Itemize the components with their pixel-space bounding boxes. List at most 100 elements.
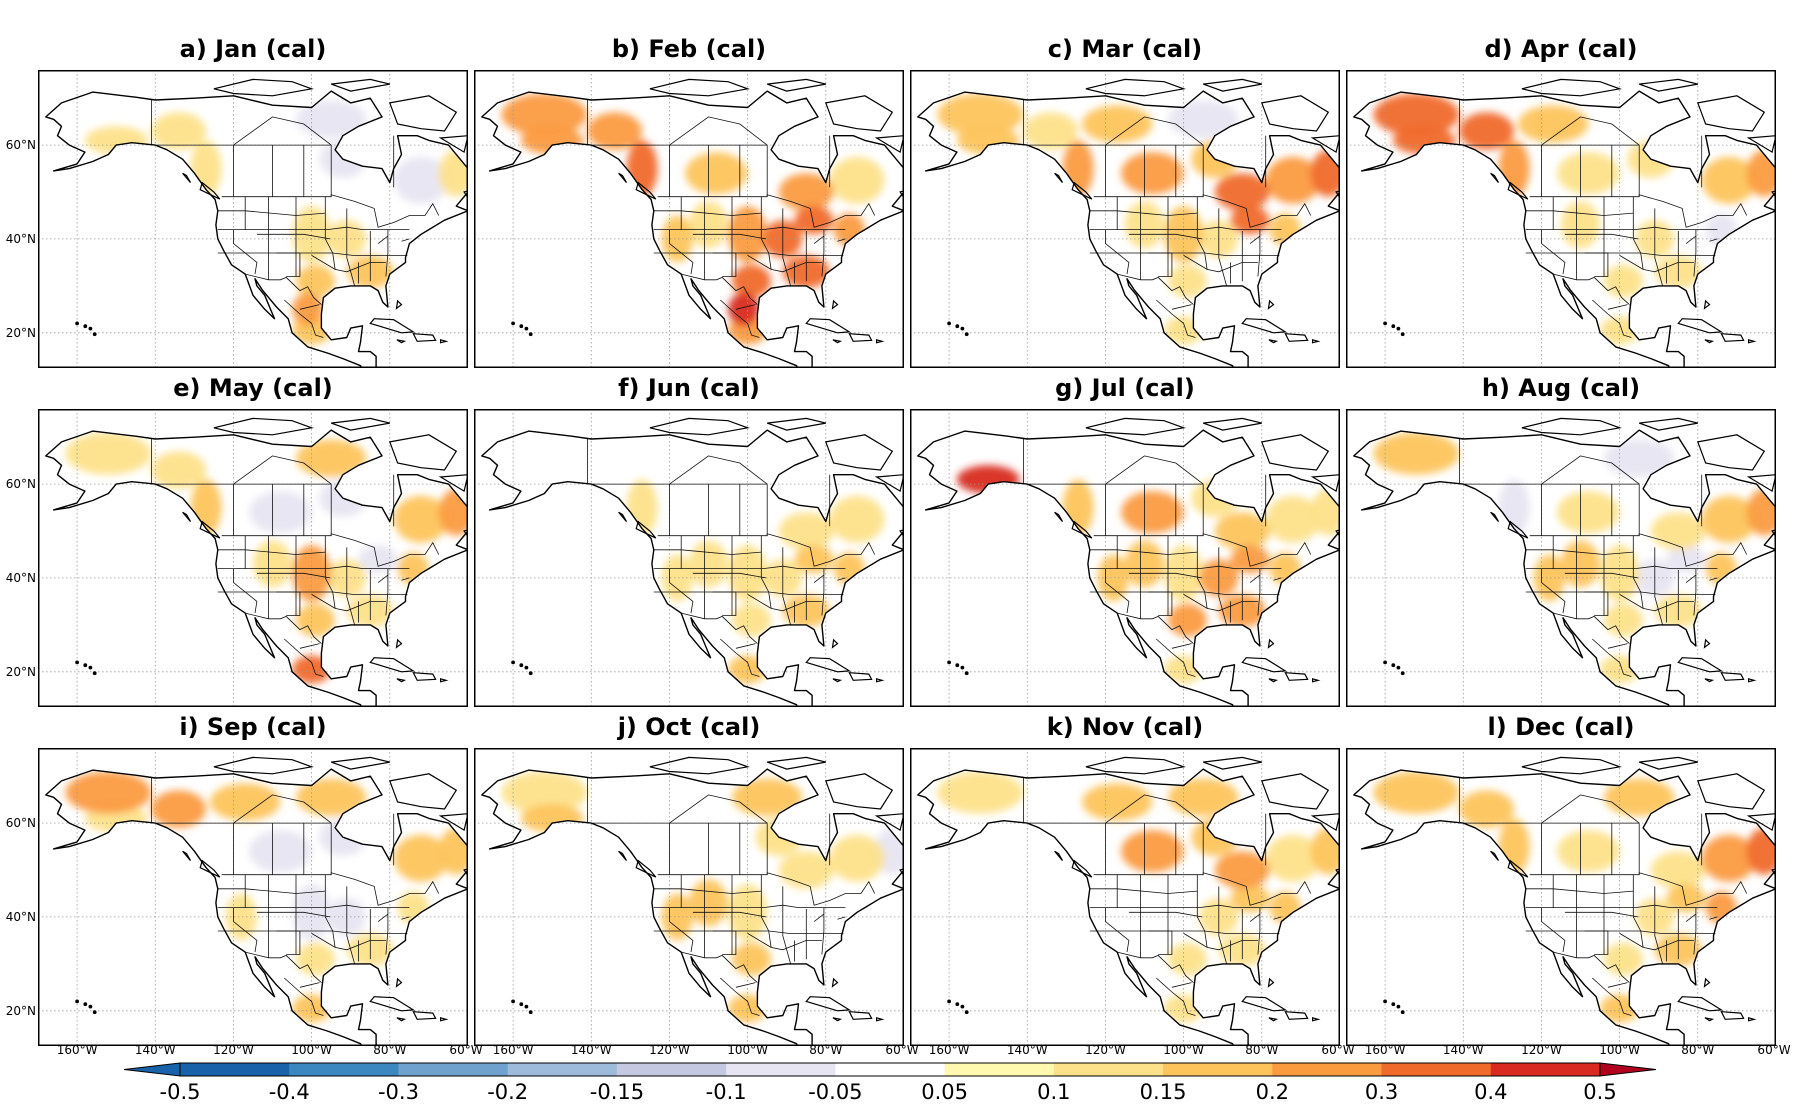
anomaly-region-ne-mexico — [728, 292, 760, 326]
coastline — [481, 429, 904, 707]
latitude-label: 40°N — [5, 909, 36, 924]
anomaly-region-quebec — [1265, 834, 1321, 882]
longitude-label: 160°W — [56, 1043, 98, 1057]
anomaly-region-great-lakes — [1230, 884, 1270, 913]
colorbar — [123, 1062, 1657, 1077]
coastline — [45, 90, 468, 368]
panel-title: e) May (cal) — [173, 374, 333, 402]
colorbar-tick-label: -0.1 — [705, 1080, 747, 1104]
map-border — [1346, 748, 1776, 1046]
anomaly-region-nunavut — [1604, 439, 1675, 478]
political-borders — [151, 778, 440, 1016]
panel-title: a) Jan (cal) — [179, 35, 327, 63]
political-borders — [1023, 100, 1312, 338]
longitude-label: 60°W — [1757, 1043, 1791, 1057]
map-frame — [38, 70, 468, 368]
graticule — [910, 70, 1340, 368]
map-panel-jul: g) Jul (cal) — [910, 373, 1340, 707]
longitude-label: 80°W — [373, 1043, 407, 1057]
islands — [1383, 78, 1776, 344]
colorbar-tick-label: -0.5 — [159, 1080, 201, 1104]
graticule — [38, 409, 468, 707]
map-panel-nov: k) Nov (cal) — [910, 712, 1340, 1046]
longitude-label: 60°W — [1321, 1043, 1355, 1057]
anomaly-region-texas — [1604, 942, 1643, 976]
islands — [75, 756, 468, 1022]
anomaly-region-prairies — [1121, 491, 1184, 534]
political-borders — [587, 778, 876, 1016]
anomaly-region-texas — [732, 942, 771, 976]
anomaly-field — [937, 771, 1340, 1023]
colorbar-extend-max — [1599, 1062, 1657, 1077]
political-borders — [1459, 778, 1748, 1016]
latitude-label: 20°N — [5, 325, 36, 340]
coastline — [481, 768, 904, 1046]
latitude-label: 40°N — [5, 570, 36, 585]
longitude-axis-labels: 160°W 140°W 120°W 100°W 80°W 60°W 160°W 140°W 12… — [0, 1043, 1800, 1059]
anomaly-region-ontario — [1214, 173, 1270, 211]
anomaly-region-quebec — [1701, 495, 1757, 543]
anomaly-region-yukon — [1459, 790, 1515, 828]
colorbar-segment — [507, 1063, 618, 1076]
longitude-label: 100°W — [1599, 1043, 1641, 1057]
latitude-label: 60°N — [5, 477, 36, 492]
political-borders — [1459, 100, 1748, 338]
latitude-label: 20°N — [5, 1003, 36, 1018]
anomaly-region-quebec — [393, 495, 449, 543]
islands — [947, 78, 1340, 344]
longitude-label: 140°W — [1442, 1043, 1484, 1057]
graticule — [474, 409, 904, 707]
panel-title: f) Jun (cal) — [618, 374, 760, 402]
anomaly-region-great-lakes — [794, 206, 834, 235]
map-frame — [910, 748, 1340, 1046]
anomaly-field — [1373, 771, 1776, 1023]
colorbar-tick-label: -0.4 — [268, 1080, 310, 1104]
anomaly-region-texas — [296, 942, 335, 976]
longitude-label: 100°W — [291, 1043, 333, 1057]
coastline — [1353, 90, 1776, 368]
map-panel-aug: h) Aug (cal) — [1346, 373, 1776, 707]
map-border — [474, 409, 904, 707]
political-borders — [1023, 439, 1312, 677]
coastline — [45, 429, 468, 707]
panel-title: d) Apr (cal) — [1484, 35, 1638, 63]
longitude-label: 120°W — [213, 1043, 254, 1057]
political-borders — [151, 100, 440, 338]
islands — [947, 756, 1340, 1022]
latitude-label: 60°N — [5, 816, 36, 831]
anomaly-region-alaska-north — [501, 771, 588, 814]
map-panel-may: e) May (cal) — [38, 373, 468, 707]
colorbar-tick-label: -0.05 — [808, 1080, 863, 1104]
map-panel-apr: d) Apr (cal) — [1346, 34, 1776, 368]
graticule — [910, 748, 1340, 1046]
map-frame — [38, 748, 468, 1046]
graticule — [474, 70, 904, 368]
map-frame — [1346, 409, 1776, 707]
anomaly-region-texas — [1168, 264, 1207, 298]
longitude-label: 120°W — [1085, 1043, 1126, 1057]
colorbar-tick-label: 0.2 — [1255, 1080, 1289, 1104]
map-border — [38, 748, 468, 1046]
anomaly-region-texas — [1604, 264, 1643, 298]
map-panel-sep: i) Sep (cal) — [38, 712, 468, 1046]
colorbar-segment — [1053, 1063, 1164, 1076]
longitude-label: 140°W — [570, 1043, 612, 1057]
colorbar-segment — [398, 1063, 509, 1076]
anomaly-region-texas — [1168, 942, 1207, 976]
colorbar-segment — [1490, 1063, 1601, 1076]
islands — [947, 417, 1340, 683]
anomaly-region-nunavut — [296, 100, 367, 139]
anomaly-region-quebec — [829, 834, 885, 882]
anomaly-region-quebec — [1265, 156, 1321, 204]
anomaly-region-rockies — [689, 540, 728, 588]
political-borders — [587, 439, 876, 677]
islands — [511, 417, 904, 683]
graticule — [38, 748, 468, 1046]
anomaly-region-ontario — [1650, 851, 1706, 889]
anomaly-region-great-lakes — [358, 545, 398, 574]
coastline — [1353, 768, 1776, 1046]
graticule — [1346, 70, 1776, 368]
longitude-label: 160°W — [928, 1043, 970, 1057]
anomaly-region-alaska-north — [1373, 432, 1460, 475]
anomaly-region-nunavut — [1168, 100, 1239, 139]
